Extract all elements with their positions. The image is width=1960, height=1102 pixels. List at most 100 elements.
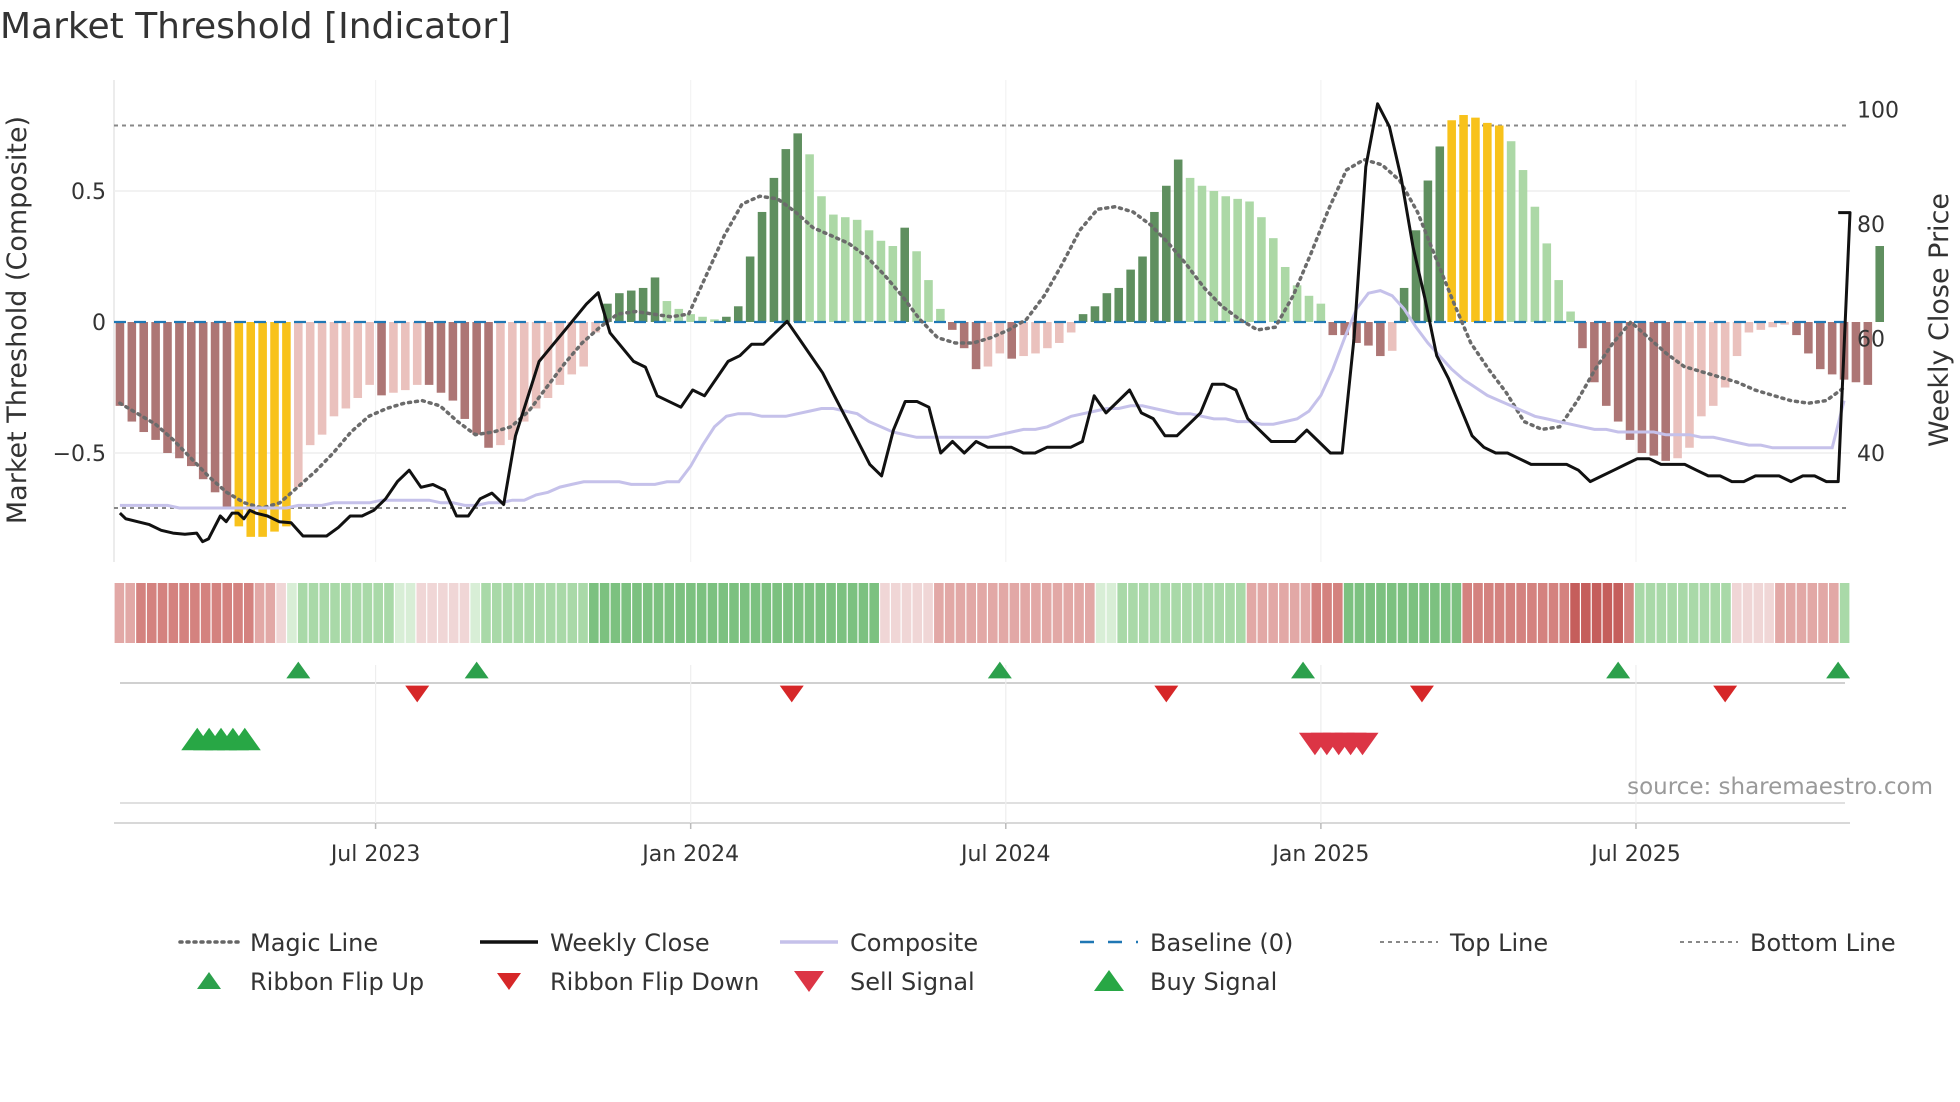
composite-bar bbox=[745, 256, 755, 322]
ribbon-cell bbox=[1171, 583, 1181, 643]
composite-bar bbox=[1126, 269, 1135, 322]
ribbon-cell bbox=[750, 583, 761, 643]
composite-bar bbox=[1530, 206, 1540, 322]
composite-bar bbox=[151, 322, 160, 440]
ribbon-cell bbox=[1343, 583, 1354, 643]
composite-bar bbox=[222, 322, 232, 509]
ribbon-flip-up-marker bbox=[1606, 661, 1631, 679]
ribbon-cell bbox=[1451, 583, 1462, 643]
composite-bar bbox=[436, 322, 446, 393]
chart-title: Market Threshold [Indicator] bbox=[0, 6, 511, 47]
composite-bar bbox=[1328, 322, 1338, 336]
composite-bar bbox=[1423, 180, 1433, 322]
composite-bar bbox=[1685, 322, 1694, 448]
ribbon-cell bbox=[1462, 583, 1473, 643]
ribbon-cell bbox=[1785, 583, 1796, 643]
ribbon-cell bbox=[1570, 583, 1580, 643]
ribbon-cell bbox=[1624, 583, 1634, 643]
ribbon-flip-down-marker bbox=[1713, 685, 1738, 703]
ribbon-cell bbox=[513, 583, 524, 643]
ribbon-cell bbox=[1419, 583, 1429, 643]
ribbon-cell bbox=[632, 583, 642, 643]
ribbon-cell bbox=[265, 583, 276, 643]
composite-bar bbox=[1673, 322, 1682, 459]
right-tick-label: 40 bbox=[1857, 442, 1885, 467]
composite-bar bbox=[924, 280, 933, 322]
ribbon-cell bbox=[1494, 583, 1505, 643]
ribbon-cell bbox=[1473, 583, 1483, 643]
x-tick-label: Jul 2025 bbox=[1589, 842, 1681, 867]
ribbon-cell bbox=[1192, 583, 1203, 643]
composite-bar bbox=[496, 322, 505, 446]
composite-bar bbox=[591, 322, 600, 333]
composite-bar bbox=[1387, 322, 1397, 351]
composite-bar bbox=[187, 322, 196, 467]
ribbon-cell bbox=[837, 583, 847, 643]
composite-bar bbox=[698, 316, 707, 322]
ribbon-cell bbox=[1699, 583, 1710, 643]
composite-bar bbox=[686, 314, 695, 322]
composite-bar bbox=[1435, 146, 1445, 322]
ribbon-cell bbox=[696, 583, 707, 643]
ribbon-cell bbox=[405, 583, 416, 643]
composite-bar bbox=[210, 322, 220, 493]
composite-bar bbox=[1162, 185, 1171, 322]
composite-bar bbox=[1720, 322, 1730, 388]
signal-panel bbox=[114, 661, 1851, 824]
ribbon-cell bbox=[276, 583, 286, 643]
ribbon-cell bbox=[1268, 583, 1278, 643]
ribbon-flip-down-marker bbox=[1409, 685, 1434, 703]
composite-bar bbox=[555, 322, 565, 385]
ribbon-flip-down-marker bbox=[405, 685, 430, 703]
legend-item: Weekly Close bbox=[480, 929, 710, 957]
legend-label: Top Line bbox=[1449, 929, 1548, 957]
composite-bar bbox=[1506, 141, 1516, 322]
composite-bar bbox=[127, 322, 137, 422]
trend-ribbon bbox=[114, 583, 1850, 643]
composite-bar bbox=[1114, 287, 1124, 322]
ribbon-cell bbox=[297, 583, 308, 643]
right-tick-label: 100 bbox=[1857, 99, 1899, 124]
composite-bar bbox=[258, 322, 267, 537]
ribbon-cell bbox=[610, 583, 621, 643]
ribbon-cell bbox=[718, 583, 729, 643]
ribbon-cell bbox=[1279, 583, 1289, 643]
x-tick-label: Jul 2023 bbox=[329, 842, 421, 867]
ribbon-cell bbox=[1829, 583, 1839, 643]
composite-bar bbox=[1316, 303, 1326, 322]
ribbon-cell bbox=[351, 583, 362, 643]
ribbon-cell bbox=[1818, 583, 1828, 643]
composite-bar bbox=[401, 322, 410, 391]
composite-bar bbox=[603, 303, 612, 322]
composite-bar bbox=[1542, 243, 1552, 322]
ribbon-flip-up-marker bbox=[464, 661, 489, 679]
ribbon-cell bbox=[1613, 583, 1623, 643]
ribbon-cell bbox=[912, 583, 923, 643]
composite-bar bbox=[912, 251, 921, 322]
composite-bar bbox=[1150, 211, 1159, 322]
ribbon-flip-down-marker bbox=[1154, 685, 1179, 703]
composite-bar bbox=[1863, 322, 1873, 385]
ribbon-cell bbox=[923, 583, 933, 643]
composite-bar bbox=[365, 322, 374, 385]
composite-bar bbox=[1364, 322, 1373, 346]
ribbon-cell bbox=[1721, 583, 1731, 643]
ribbon-cell bbox=[1128, 583, 1138, 643]
ribbon-cell bbox=[373, 583, 383, 643]
ribbon-cell bbox=[384, 583, 394, 643]
legend-item: Magic Line bbox=[178, 929, 378, 957]
ribbon-cell bbox=[1581, 583, 1591, 643]
composite-bar bbox=[412, 322, 422, 385]
composite-bar bbox=[1804, 322, 1813, 354]
legend-item: Ribbon Flip Up bbox=[197, 968, 424, 996]
composite-bar bbox=[424, 322, 434, 385]
ribbon-cell bbox=[869, 583, 879, 643]
ribbon-cell bbox=[362, 583, 373, 643]
legend: Magic Line Weekly Close Composite Baseline … bbox=[178, 929, 1896, 996]
ribbon-cell bbox=[1246, 583, 1257, 643]
ribbon-cell bbox=[287, 583, 297, 643]
ribbon-cell bbox=[459, 583, 470, 643]
ribbon-cell bbox=[804, 583, 815, 643]
composite-bar bbox=[733, 306, 743, 322]
legend-item: Baseline (0) bbox=[1080, 929, 1293, 957]
